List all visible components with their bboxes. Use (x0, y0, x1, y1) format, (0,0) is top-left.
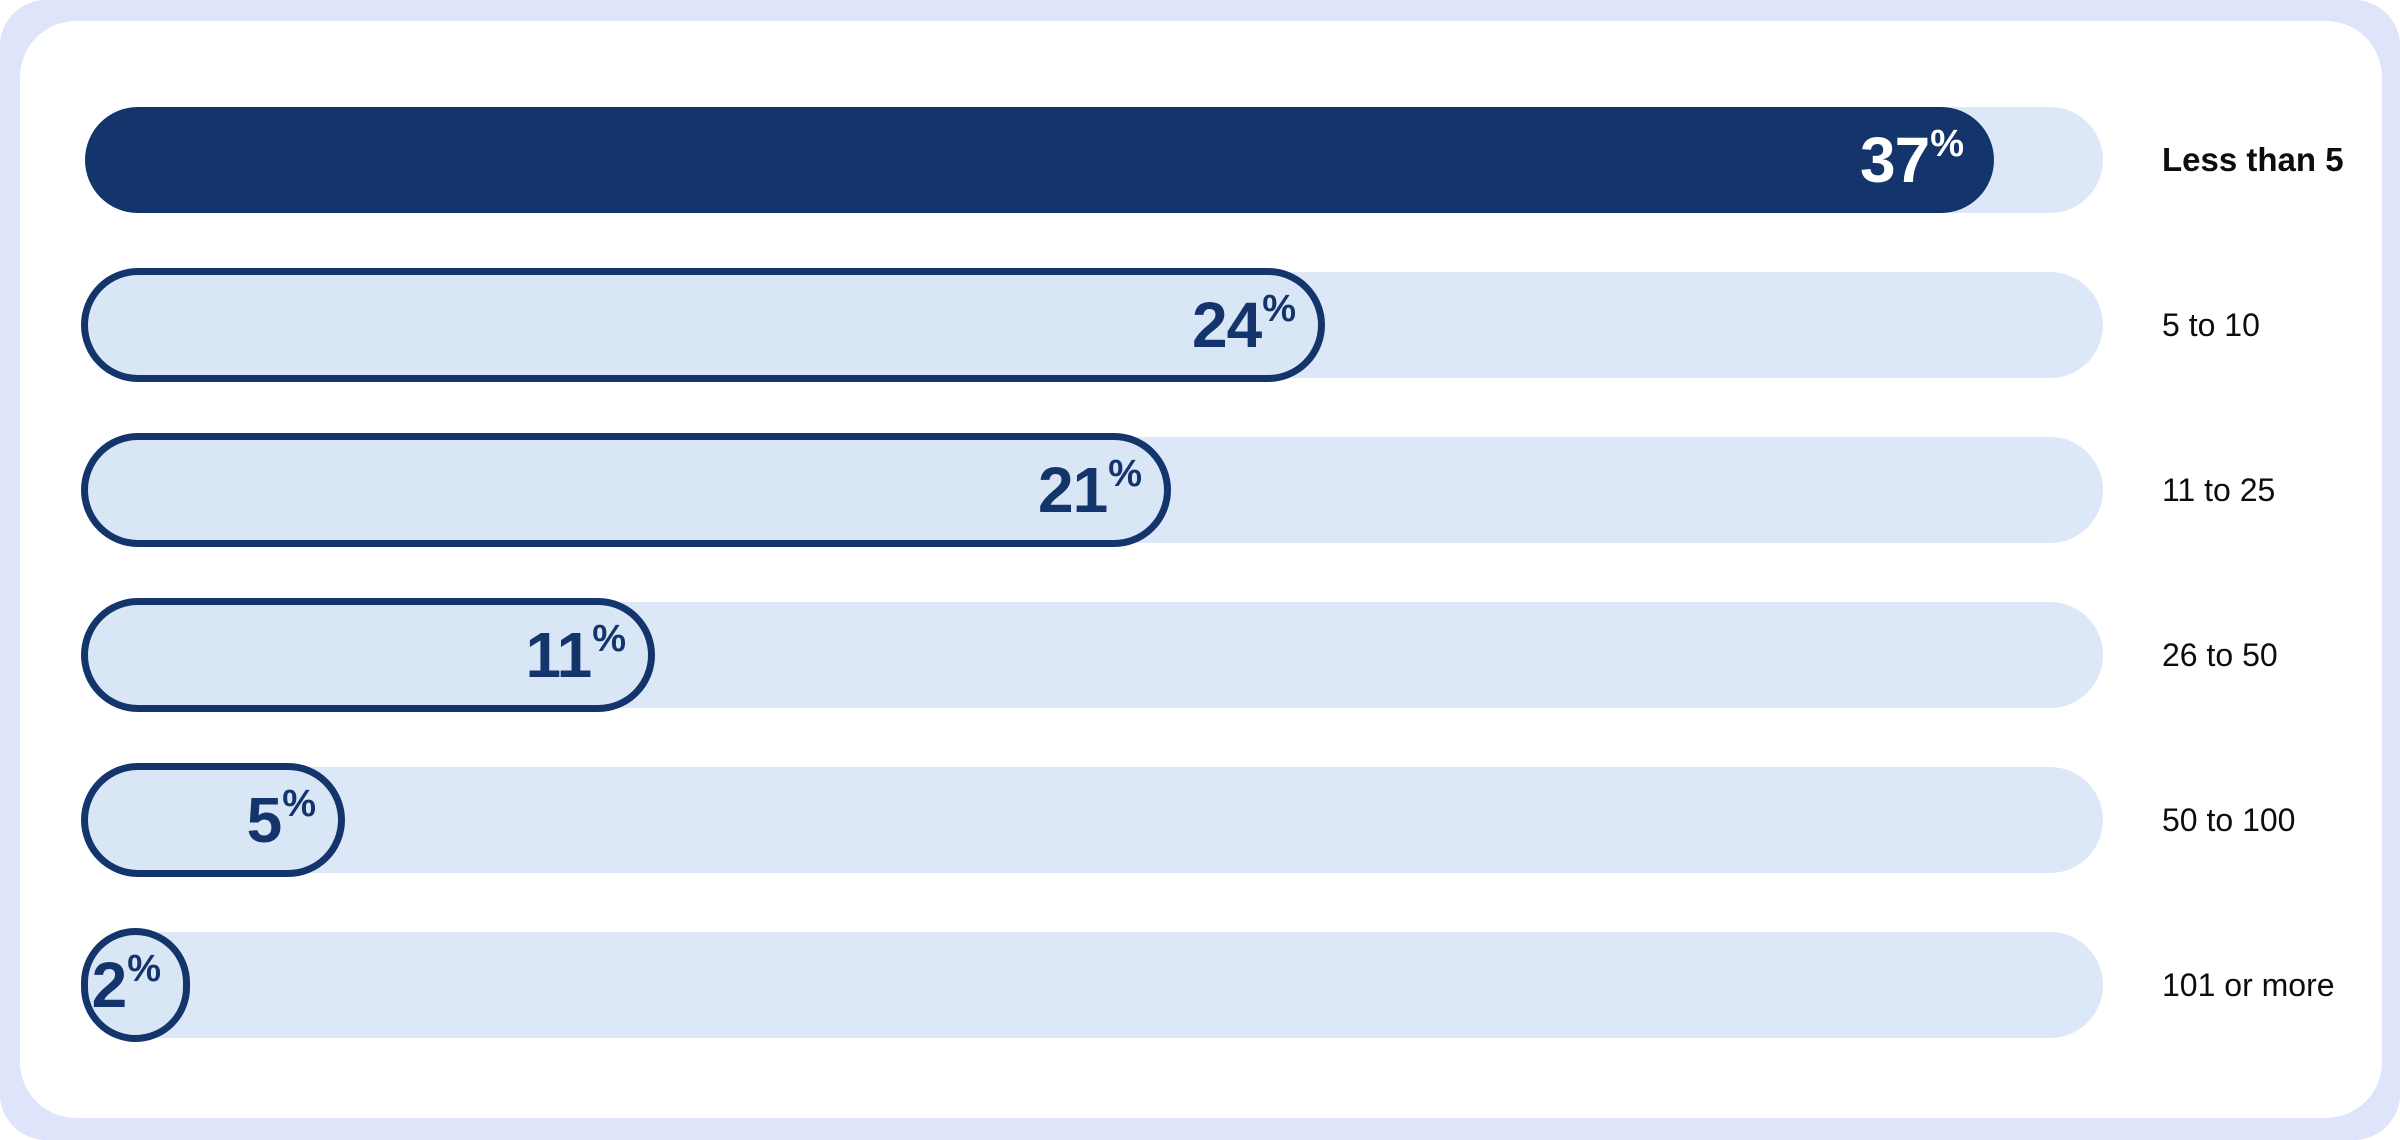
category-label: 101 or more (2162, 966, 2335, 1003)
bar-fill: 2% (81, 928, 190, 1042)
category-label: Less than 5 (2162, 141, 2344, 178)
bar-row: 37% Less than 5 (81, 103, 2344, 217)
bar-value-number: 37 (1860, 124, 1930, 196)
percent-sign: % (1262, 288, 1296, 330)
bar-track (85, 767, 2103, 873)
percent-sign: % (592, 618, 626, 660)
bar-value-number: 11 (525, 619, 593, 691)
category-label: 26 to 50 (2162, 636, 2278, 673)
bar-row: 11% 26 to 50 (81, 598, 2278, 712)
category-label: 50 to 100 (2162, 801, 2296, 838)
bar-fill: 37% (85, 107, 1994, 213)
bar-value-number: 2 (91, 949, 128, 1021)
category-label: 11 to 25 (2162, 471, 2276, 508)
bar-track (85, 932, 2103, 1038)
bar-row: 21% 11 to 25 (81, 433, 2275, 547)
bar-value-number: 21 (1038, 454, 1108, 526)
bar-value-number: 5 (246, 784, 283, 856)
category-label: 5 to 10 (2162, 306, 2260, 343)
percent-sign: % (1930, 123, 1964, 165)
percent-sign: % (282, 783, 316, 825)
bar-fill: 5% (81, 763, 345, 877)
bar-fill: 11% (81, 598, 655, 712)
bar-row: 5% 50 to 100 (81, 763, 2295, 877)
bar-row: 24% 5 to 10 (81, 268, 2260, 382)
percent-sign: % (127, 948, 161, 990)
bar-row: 2% 101 or more (81, 928, 2335, 1042)
bar-value-number: 24 (1192, 289, 1262, 361)
percent-sign: % (1108, 453, 1142, 495)
bar-fill: 24% (81, 268, 1325, 382)
bar-fill: 21% (81, 433, 1171, 547)
